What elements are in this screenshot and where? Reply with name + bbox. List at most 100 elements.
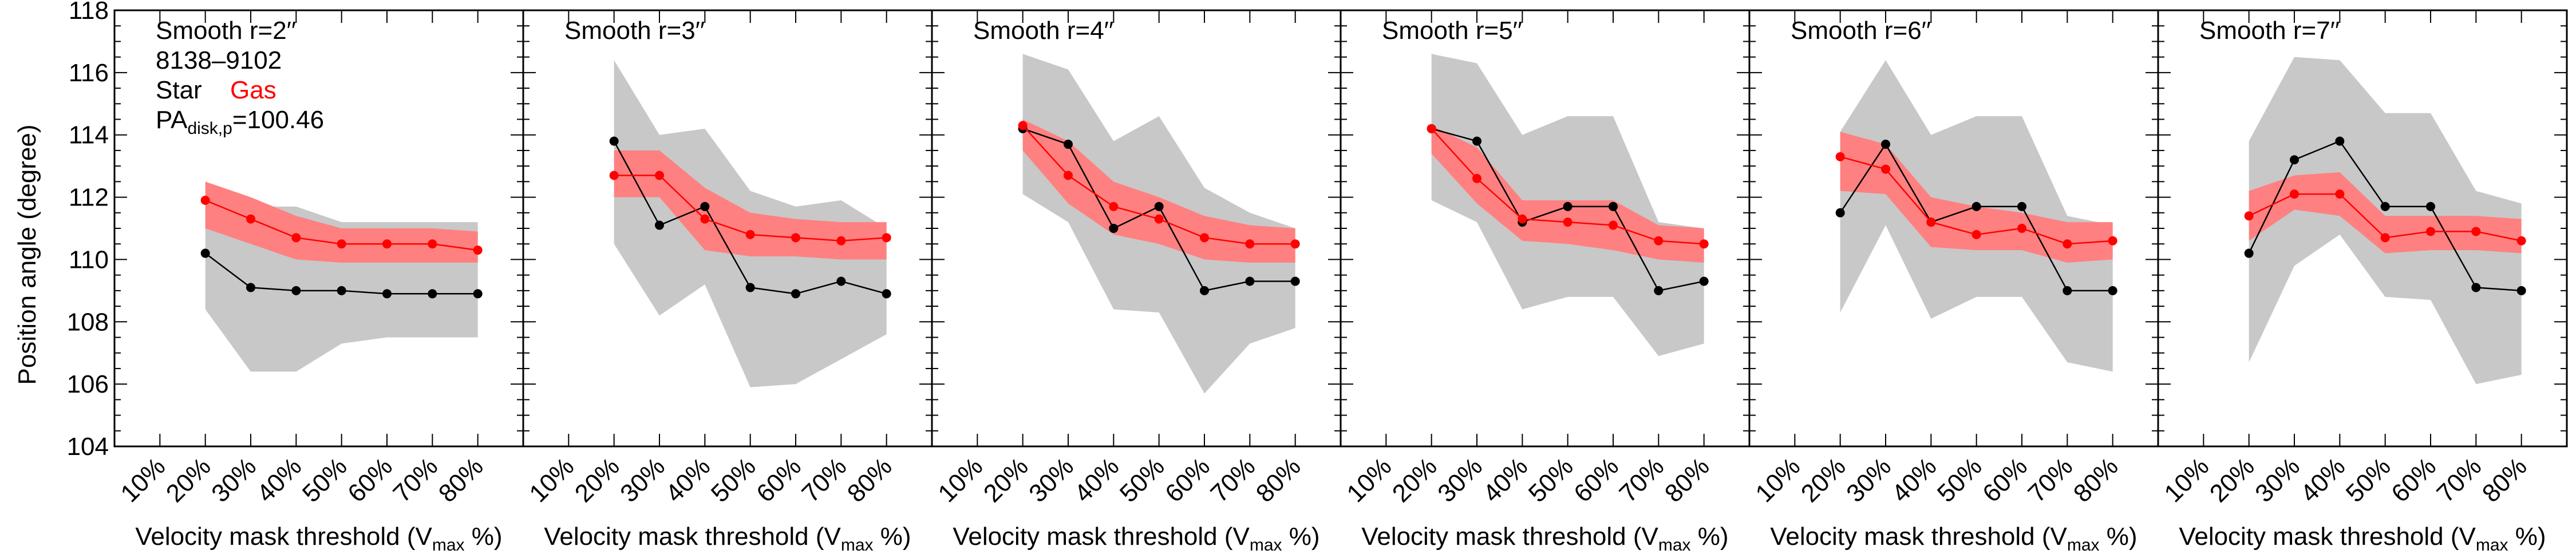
x-tick-label: 20% <box>1387 452 1443 508</box>
x-tick-label: 10% <box>2159 452 2214 508</box>
y-tick-label: 112 <box>69 184 109 212</box>
y-tick-label: 106 <box>67 370 109 398</box>
panel-title: Smooth r=6′′ <box>1791 17 1931 45</box>
panel-title: Smooth r=3′′ <box>564 17 705 45</box>
x-axis-title: Velocity mask threshold (Vmax %) <box>544 523 911 555</box>
star-point <box>1881 140 1890 149</box>
gas-band <box>2249 172 2522 254</box>
x-axis-title-main: Velocity mask threshold (V <box>1361 523 1658 551</box>
gas-point <box>2017 224 2026 233</box>
gas-point <box>1018 121 1028 130</box>
gas-point <box>428 239 437 249</box>
gas-point <box>1926 217 1936 227</box>
star-point <box>745 283 755 292</box>
star-point <box>2380 201 2390 211</box>
panel-6: 10%20%30%40%50%60%70%80%Velocity mask th… <box>2157 9 2568 555</box>
star-point <box>1472 136 1481 146</box>
gas-point <box>291 233 301 243</box>
x-axis-title-tail: %) <box>2100 523 2138 551</box>
x-tick-label: 80% <box>2477 452 2532 508</box>
star-point <box>1563 201 1573 211</box>
x-tick-label: 40% <box>1069 452 1124 508</box>
gas-point <box>473 246 483 255</box>
gas-point <box>1200 233 1209 243</box>
gas-point <box>2516 236 2526 246</box>
gas-point <box>791 233 800 243</box>
gas-point <box>1563 217 1573 227</box>
x-axis-title-sub: max <box>1658 536 1691 555</box>
gas-band <box>1022 119 1295 263</box>
gas-point <box>1154 214 1164 224</box>
gas-point <box>2335 189 2345 199</box>
x-tick-label: 50% <box>297 452 353 508</box>
y-tick-label: 116 <box>69 59 109 87</box>
gas-band <box>614 150 887 260</box>
gas-point <box>1427 124 1436 133</box>
x-tick-label: 20% <box>2204 452 2260 508</box>
star-point <box>882 289 891 299</box>
legend-gas-label: Gas <box>230 76 276 104</box>
legend-star-label: Star <box>156 76 202 104</box>
star-point <box>2516 286 2526 295</box>
x-axis-title-tail: %) <box>874 523 911 551</box>
star-point <box>1835 208 1845 217</box>
star-point <box>1154 201 1164 211</box>
x-axis-title-sub: max <box>1250 536 1282 555</box>
x-tick-label: 30% <box>1024 452 1079 508</box>
star-point <box>836 276 846 286</box>
star-point <box>2244 248 2254 258</box>
x-tick-label: 60% <box>1568 452 1624 508</box>
x-tick-label: 80% <box>433 452 489 508</box>
gas-band <box>1431 125 1704 263</box>
panel-title: Smooth r=7′′ <box>2199 17 2340 45</box>
gas-point <box>2063 239 2072 249</box>
x-tick-label: 40% <box>1477 452 1533 508</box>
star-point <box>1654 286 1664 295</box>
panel-3: 10%20%30%40%50%60%70%80%Velocity mask th… <box>931 9 1342 555</box>
gas-point <box>2108 236 2117 246</box>
star-point <box>1971 201 1981 211</box>
x-axis-title: Velocity mask threshold (Vmax %) <box>953 523 1319 555</box>
y-tick-label: 110 <box>69 246 109 274</box>
x-tick-label: 30% <box>615 452 670 508</box>
x-axis-title-sub: max <box>2067 536 2100 555</box>
x-axis-title-sub: max <box>2476 536 2508 555</box>
gas-point <box>1654 236 1664 246</box>
y-axis-title: Position angle (degree) <box>13 125 41 385</box>
star-point <box>200 248 210 258</box>
gas-point <box>1971 229 1981 239</box>
x-tick-label: 80% <box>1660 452 1715 508</box>
x-axis-title-main: Velocity mask threshold (V <box>1770 523 2067 551</box>
x-tick-label: 60% <box>2386 452 2441 508</box>
gas-point <box>1472 173 1481 183</box>
x-axis-title: Velocity mask threshold (Vmax %) <box>1770 523 2137 555</box>
x-axis-title-sub: max <box>432 536 465 555</box>
star-point <box>791 289 800 299</box>
gas-point <box>700 214 710 224</box>
gas-point <box>382 239 392 249</box>
star-point <box>1064 140 1073 149</box>
panel-title: Smooth r=4′′ <box>973 17 1113 45</box>
panel-5: 10%20%30%40%50%60%70%80%Velocity mask th… <box>1748 9 2159 555</box>
x-tick-label: 70% <box>2431 452 2487 508</box>
star-point <box>2063 286 2072 295</box>
x-tick-label: 30% <box>206 452 262 508</box>
star-point <box>1200 286 1209 295</box>
gas-point <box>1109 201 1119 211</box>
x-tick-label: 20% <box>570 452 625 508</box>
gas-point <box>1064 171 1073 180</box>
gas-point <box>882 233 891 243</box>
gas-point <box>1881 164 1890 174</box>
x-axis-title: Velocity mask threshold (Vmax %) <box>2179 523 2546 555</box>
x-tick-label: 40% <box>660 452 716 508</box>
gas-point <box>2290 189 2299 199</box>
star-point <box>2426 201 2435 211</box>
x-tick-label: 40% <box>1886 452 1942 508</box>
star-point <box>1699 276 1709 286</box>
panel-4: 10%20%30%40%50%60%70%80%Velocity mask th… <box>1340 9 1751 555</box>
star-point <box>700 201 710 211</box>
x-tick-label: 10% <box>115 452 171 508</box>
star-point <box>473 289 483 299</box>
x-tick-label: 70% <box>1205 452 1261 508</box>
x-tick-label: 20% <box>1796 452 1851 508</box>
